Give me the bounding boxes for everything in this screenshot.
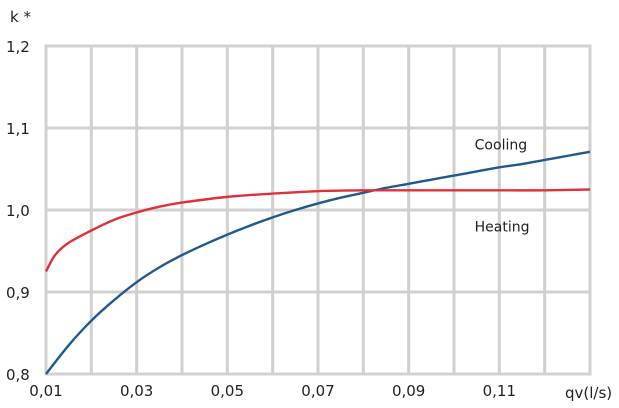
series-group — [44, 150, 591, 375]
series-line-cooling — [45, 150, 591, 375]
x-axis-label: qv(l/s) — [565, 384, 612, 402]
y-tick-label: 0,8 — [6, 366, 30, 384]
x-tick-label: 0,03 — [120, 382, 153, 400]
y-axis-label: k * — [10, 8, 31, 26]
annotation-heating: Heating — [475, 219, 530, 235]
tick-labels: 0,01 0,03 0,05 0,07 0,09 0,11 0,8 0,9 1,0 1,1 1,2 — [6, 38, 516, 400]
y-tick-label: 1,0 — [6, 202, 30, 220]
x-tick-label: 0,07 — [301, 382, 334, 400]
series-line-heating — [44, 188, 591, 273]
y-tick-label: 0,9 — [6, 284, 30, 302]
y-tick-label: 1,1 — [6, 120, 30, 138]
annotations: Cooling Heating — [475, 137, 530, 235]
x-tick-label: 0,11 — [483, 382, 516, 400]
x-tick-label: 0,09 — [392, 382, 425, 400]
annotation-cooling: Cooling — [475, 137, 527, 153]
plot-frame — [44, 44, 592, 376]
x-tick-label: 0,05 — [211, 382, 244, 400]
x-tick-label: 0,01 — [29, 382, 62, 400]
grid — [44, 44, 592, 376]
y-tick-label: 1,2 — [6, 38, 30, 56]
